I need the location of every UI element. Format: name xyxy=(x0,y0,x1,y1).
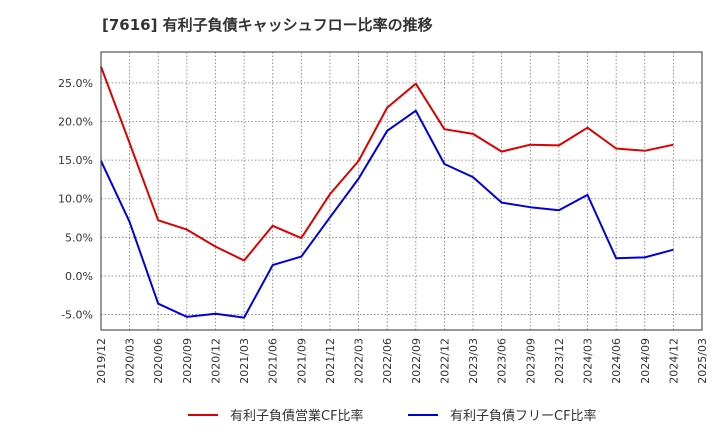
y-tick-label: 0.0% xyxy=(65,270,93,283)
x-tick-label: 2023/06 xyxy=(496,338,509,384)
legend-swatch-free-cf xyxy=(408,413,438,416)
x-tick-label: 2020/12 xyxy=(209,338,222,384)
grid-lines xyxy=(101,52,702,330)
x-tick-label: 2024/03 xyxy=(582,338,595,384)
x-tick-label: 2020/03 xyxy=(124,338,137,384)
y-tick-label: 20.0% xyxy=(58,116,93,129)
legend-item-operating-cf: 有利子負債営業CF比率 xyxy=(188,405,364,424)
legend-swatch-operating-cf xyxy=(188,413,218,416)
x-tick-label: 2023/12 xyxy=(553,338,566,384)
x-tick-label: 2021/06 xyxy=(267,338,280,384)
x-tick-label: 2021/12 xyxy=(324,338,337,384)
x-tick-label: 2024/06 xyxy=(610,338,623,384)
x-tick-label: 2022/09 xyxy=(410,338,423,384)
y-tick-label: 10.0% xyxy=(58,193,93,206)
x-tick-label: 2019/12 xyxy=(95,338,108,384)
x-tick-label: 2022/03 xyxy=(353,338,366,384)
series-line-free-cf xyxy=(100,109,674,319)
plot-frame xyxy=(100,51,703,331)
x-tick-label: 2023/03 xyxy=(467,338,480,384)
chart-title: [7616] 有利子負債キャッシュフロー比率の推移 xyxy=(102,16,433,34)
legend-label-operating-cf: 有利子負債営業CF比率 xyxy=(230,409,364,424)
y-tick-label: -5.0% xyxy=(61,309,93,322)
x-tick-label: 2020/06 xyxy=(152,338,165,384)
x-tick-label: 2023/09 xyxy=(524,338,537,384)
y-tick-label: 5.0% xyxy=(65,231,93,244)
x-tick-label: 2021/03 xyxy=(238,338,251,384)
y-tick-label: 15.0% xyxy=(58,154,93,167)
x-tick-label: 2022/12 xyxy=(438,338,451,384)
y-axis-tick-labels: -5.0% 0.0% 5.0% 10.0% 15.0% 20.0% 25.0% xyxy=(58,77,93,322)
x-tick-label: 2022/06 xyxy=(381,338,394,384)
x-tick-label: 2024/09 xyxy=(639,338,652,384)
x-tick-label: 2021/09 xyxy=(295,338,308,384)
x-axis-tick-labels: 2019/12 2020/03 2020/06 2020/09 2020/12 2021/… xyxy=(95,338,709,384)
series-lines xyxy=(100,66,674,319)
series-line-operating-cf xyxy=(100,66,674,262)
legend: 有利子負債営業CF比率 有利子負債フリーCF比率 xyxy=(0,405,720,425)
legend-item-free-cf: 有利子負債フリーCF比率 xyxy=(408,405,597,424)
legend-label-free-cf: 有利子負債フリーCF比率 xyxy=(450,409,597,424)
x-tick-label: 2024/12 xyxy=(667,338,680,384)
x-tick-label: 2020/09 xyxy=(181,338,194,384)
y-tick-label: 25.0% xyxy=(58,77,93,90)
x-tick-label: 2025/03 xyxy=(696,338,709,384)
